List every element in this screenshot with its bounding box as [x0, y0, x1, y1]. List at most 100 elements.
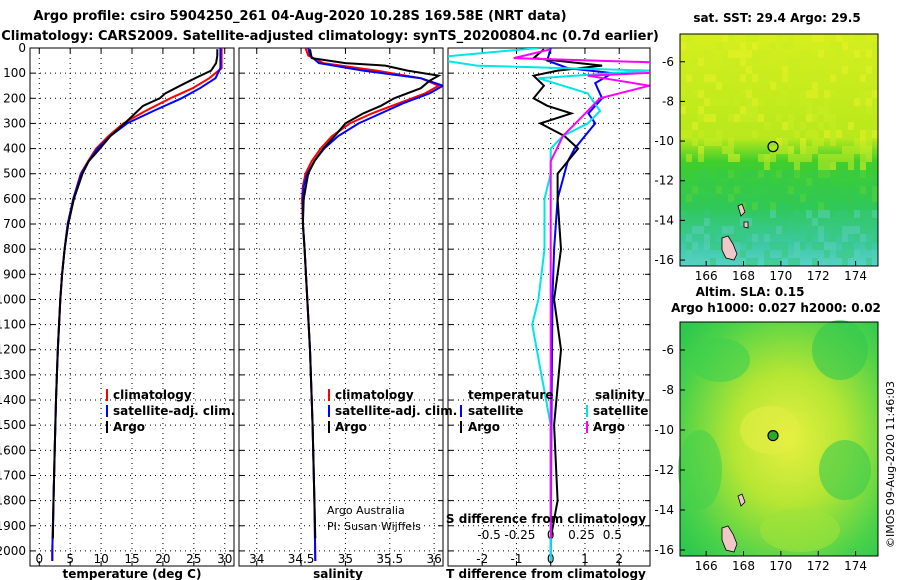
sst-pixel — [812, 130, 818, 138]
depth-tick-label: 1000 — [0, 292, 26, 306]
sst-pixel — [818, 170, 824, 178]
sst-pixel — [716, 170, 722, 178]
sst-pixel — [812, 138, 818, 146]
depth-tick-label: 1200 — [0, 343, 26, 357]
sst-pixel — [848, 226, 854, 234]
sla-map-title-line2: Argo h1000: 0.027 h2000: 0.02 — [671, 301, 881, 315]
legend-t-satellite-label: satellite — [468, 404, 523, 418]
sst-map: 166 168 170 172 174 -6 -8 -10 -12 -14 -16 — [654, 33, 879, 283]
sst-pixel — [752, 258, 758, 266]
sla-blob — [690, 338, 750, 382]
sst-island-small — [743, 221, 749, 229]
sst-pixel — [854, 98, 860, 106]
sst-pixel — [734, 194, 740, 202]
sst-pixel — [728, 154, 734, 162]
legend-t-argo-label: Argo — [468, 420, 500, 434]
sst-pixel — [716, 82, 722, 90]
sst-pixel — [836, 210, 842, 218]
panel-gridlines — [30, 47, 650, 566]
sst-pixel — [806, 106, 812, 114]
sst-pixel — [692, 122, 698, 130]
figure-title-line1: Argo profile: csiro 5904250_261 04-Aug-2… — [33, 9, 566, 24]
sst-pixel — [866, 146, 872, 154]
sst-pixel — [848, 146, 854, 154]
sst-pixel — [824, 210, 830, 218]
depth-tick-label: 1900 — [0, 519, 26, 533]
sst-pixel — [776, 82, 782, 90]
sst-pixel — [770, 82, 776, 90]
sst-pixel — [764, 178, 770, 186]
sst-pixel — [854, 138, 860, 146]
series-line-satellite-adj-clim- — [301, 48, 443, 562]
sst-pixel — [782, 146, 788, 154]
sst-island-espiritu-santo — [721, 235, 738, 261]
sst-pixel — [812, 178, 818, 186]
sst-pixel — [764, 154, 770, 162]
sst-pixel — [842, 242, 848, 250]
sst-pixel — [740, 42, 746, 50]
sst-pixel — [728, 58, 734, 66]
depth-tick-label: 1600 — [0, 443, 26, 457]
sst-pixel — [872, 210, 878, 218]
sst-pixel — [698, 194, 704, 202]
legend-satellite-label: satellite-adj. clim. — [335, 404, 457, 418]
sst-pixel — [818, 186, 824, 194]
sst-pixel — [728, 74, 734, 82]
sst-pixel — [812, 82, 818, 90]
depth-tick-label: 600 — [3, 192, 26, 206]
sst-pixel — [758, 50, 764, 58]
sst-pixel — [686, 34, 692, 42]
series-line-s-satellite — [448, 48, 650, 561]
sst-pixel — [746, 202, 752, 210]
sst-pixel — [848, 250, 854, 258]
sst-pixel — [830, 186, 836, 194]
sst-argo-position-marker — [767, 141, 779, 153]
difference-lines — [448, 48, 650, 562]
depth-tick-label: 1400 — [0, 393, 26, 407]
sst-pixel — [866, 138, 872, 146]
sst-pixel — [818, 234, 824, 242]
sst-pixel — [824, 258, 830, 266]
sst-pixel — [710, 234, 716, 242]
depth-tick-label: 400 — [3, 142, 26, 156]
map-x-tick-label: 166 — [695, 269, 718, 283]
sst-pixel — [680, 194, 686, 202]
sst-pixel — [812, 194, 818, 202]
sst-pixel — [812, 90, 818, 98]
depth-tick-label: 700 — [3, 217, 26, 231]
sla-map: 166 168 170 172 174 -6 -8 -10 -12 -14 -16 — [654, 320, 879, 573]
sst-pixel — [824, 90, 830, 98]
sst-pixel — [716, 186, 722, 194]
sst-pixel — [836, 74, 842, 82]
sst-pixel — [680, 130, 686, 138]
depth-tick-label: 1300 — [0, 368, 26, 382]
sst-pixel — [848, 218, 854, 226]
sst-pixel — [758, 178, 764, 186]
sst-pixel — [782, 66, 788, 74]
sla-argo-position-marker — [767, 430, 779, 442]
sst-pixel — [680, 258, 686, 266]
sst-pixel — [728, 50, 734, 58]
sst-pixel — [854, 58, 860, 66]
map-x-tick-label: 172 — [807, 269, 830, 283]
x-tick-label: -1 — [510, 552, 522, 566]
argo-australia-note: Argo Australia — [327, 504, 405, 517]
sst-pixel — [800, 154, 806, 162]
sst-pixel — [728, 194, 734, 202]
sst-pixel — [782, 242, 788, 250]
sst-pixel — [692, 138, 698, 146]
sst-pixel — [698, 130, 704, 138]
sst-pixel — [824, 106, 830, 114]
sst-pixel — [758, 74, 764, 82]
series-line-argo — [301, 49, 442, 539]
sst-pixel — [860, 226, 866, 234]
sst-pixel — [782, 170, 788, 178]
s-tick-label: 0.25 — [568, 528, 595, 542]
sst-pixel — [746, 226, 752, 234]
sst-pixel — [872, 250, 878, 258]
sst-pixel — [854, 146, 860, 154]
sst-pixel — [782, 90, 788, 98]
map-y-tick-label: -16 — [654, 543, 674, 557]
sst-pixel — [842, 250, 848, 258]
